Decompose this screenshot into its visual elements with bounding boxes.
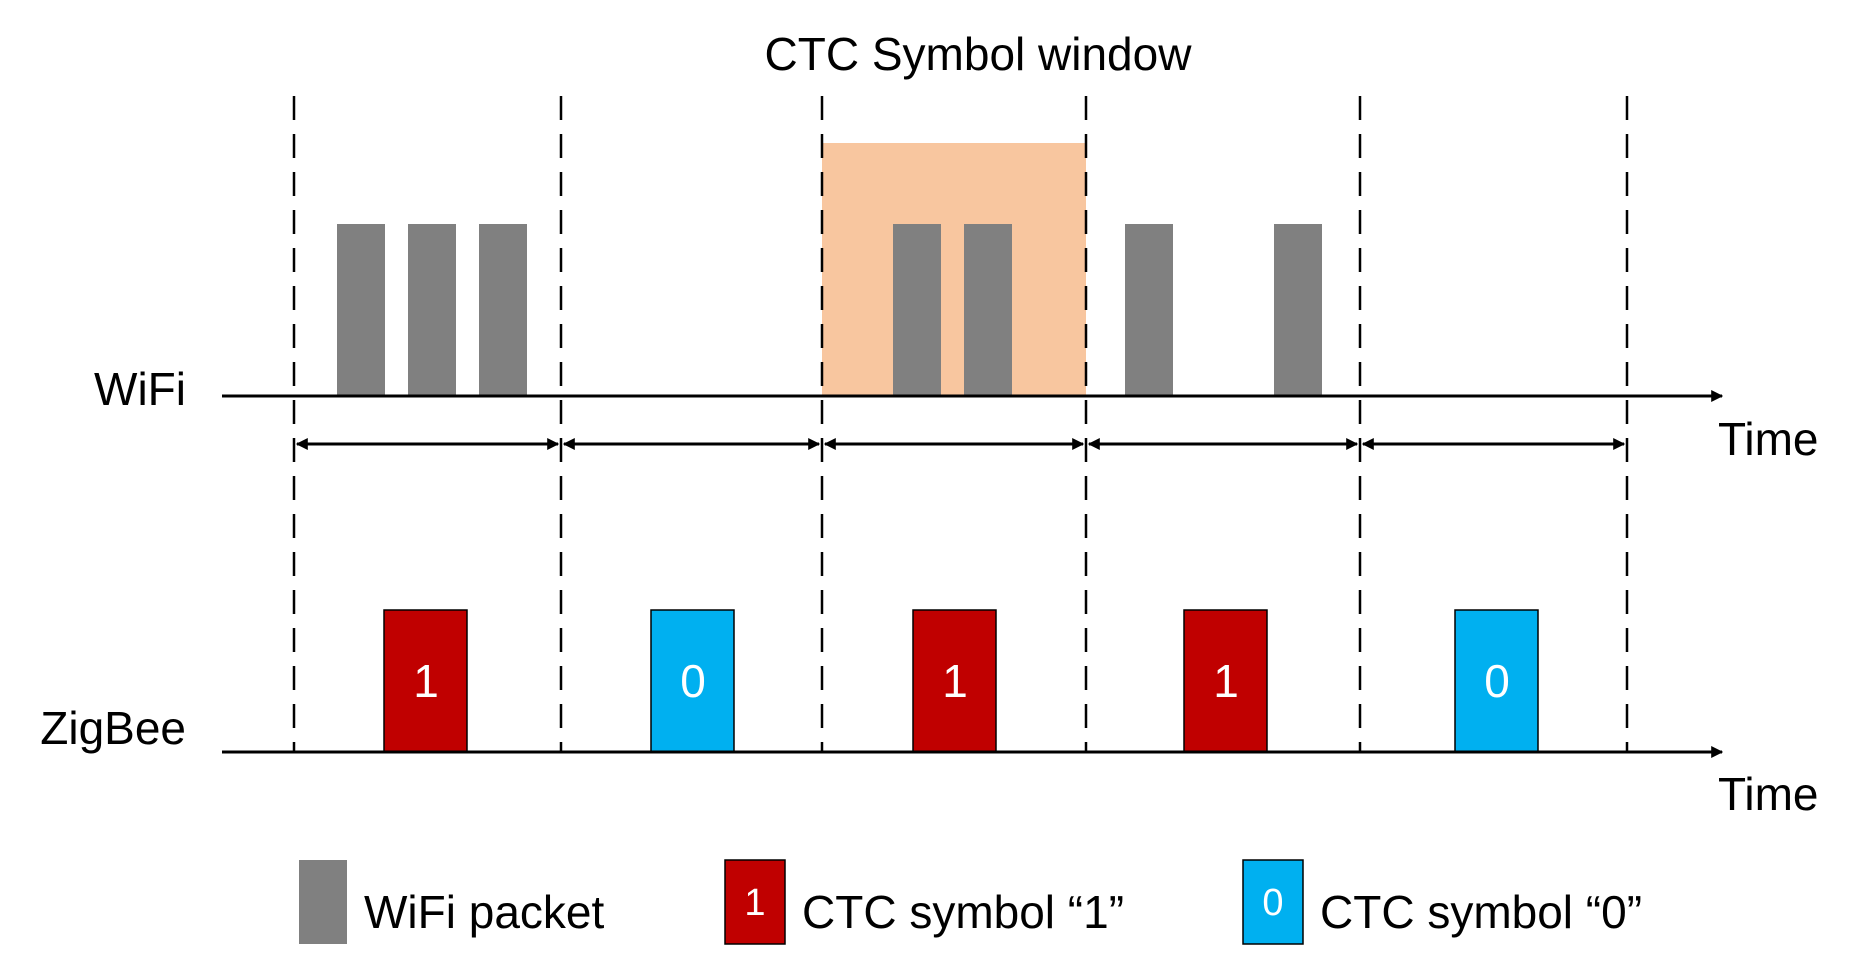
ctc-symbol-window-title: CTC Symbol window bbox=[765, 28, 1193, 80]
legend-ctc-one-swatch bbox=[724, 859, 786, 945]
legend: WiFi packet 1 CTC symbol “1” 0 CTC symbo… bbox=[299, 859, 1642, 945]
ctc-symbol-window-highlight bbox=[822, 143, 1086, 396]
ctc-symbol-zero: 0 bbox=[1454, 609, 1539, 753]
wifi-time-label: Time bbox=[1718, 413, 1819, 465]
ctc-symbol-zero: 0 bbox=[650, 609, 735, 753]
wifi-packet bbox=[408, 224, 456, 396]
ctc-symbol-one: 1 bbox=[912, 609, 997, 753]
wifi-packet bbox=[337, 224, 385, 396]
zigbee-row-label: ZigBee bbox=[40, 702, 186, 754]
wifi-packet bbox=[1274, 224, 1322, 396]
wifi-packet bbox=[964, 224, 1012, 396]
ctc-symbol-value: 0 bbox=[680, 655, 706, 707]
ctc-symbol-one: 1 bbox=[1183, 609, 1268, 753]
ctc-symbol-value: 1 bbox=[942, 655, 968, 707]
ctc-symbol-value: 0 bbox=[1484, 655, 1510, 707]
wifi-packet bbox=[479, 224, 527, 396]
legend-ctc-zero-marker: 0 bbox=[1262, 882, 1283, 924]
zigbee-time-label: Time bbox=[1718, 768, 1819, 820]
zigbee-symbols: 1 0 1 1 0 bbox=[383, 609, 1539, 753]
ctc-symbol-value: 1 bbox=[1213, 655, 1239, 707]
legend-wifi-packet-swatch bbox=[299, 860, 347, 944]
legend-wifi-packet-label: WiFi packet bbox=[364, 886, 604, 938]
legend-ctc-one-label: CTC symbol “1” bbox=[802, 886, 1124, 938]
ctc-symbol-one: 1 bbox=[383, 609, 468, 753]
legend-ctc-zero-label: CTC symbol “0” bbox=[1320, 886, 1642, 938]
wifi-packet bbox=[1125, 224, 1173, 396]
ctc-symbol-value: 1 bbox=[413, 655, 439, 707]
legend-ctc-one-marker: 1 bbox=[744, 882, 765, 924]
wifi-row-label: WiFi bbox=[94, 363, 186, 415]
wifi-packets bbox=[337, 224, 1322, 396]
wifi-packet bbox=[893, 224, 941, 396]
symbol-boundaries bbox=[292, 96, 1629, 752]
legend-ctc-zero-swatch bbox=[1242, 859, 1304, 945]
